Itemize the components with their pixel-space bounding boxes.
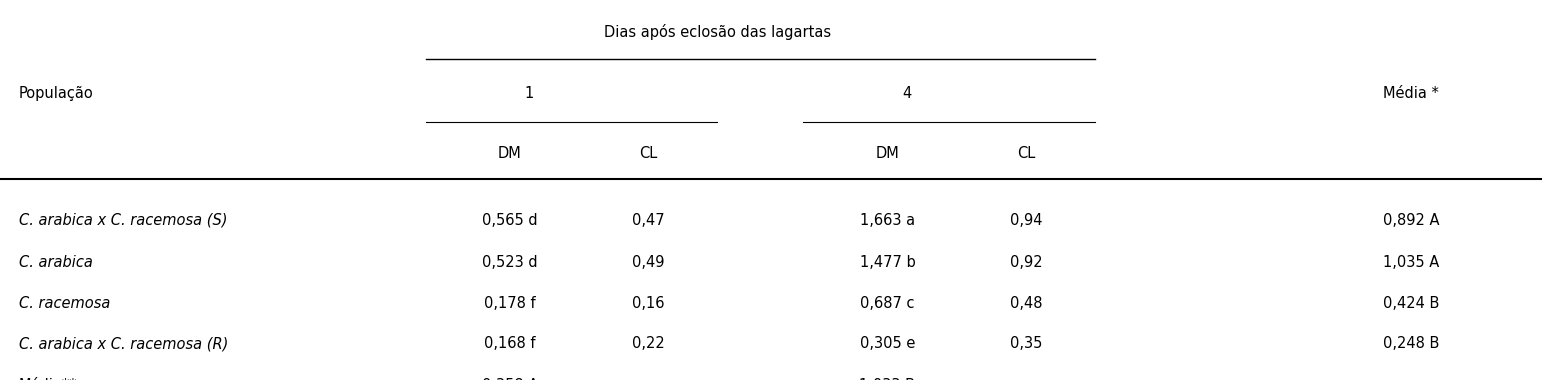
Text: Média *: Média * bbox=[1383, 86, 1439, 101]
Text: 1,033 B: 1,033 B bbox=[859, 378, 916, 380]
Text: DM: DM bbox=[498, 146, 521, 162]
Text: 0,178 f: 0,178 f bbox=[484, 296, 535, 312]
Text: CL: CL bbox=[1018, 146, 1035, 162]
Text: 1,663 a: 1,663 a bbox=[860, 213, 914, 228]
Text: C. racemosa: C. racemosa bbox=[19, 296, 109, 312]
Text: 0,47: 0,47 bbox=[632, 213, 665, 228]
Text: 0,424 B: 0,424 B bbox=[1383, 296, 1439, 312]
Text: 0,22: 0,22 bbox=[632, 336, 665, 352]
Text: 0,168 f: 0,168 f bbox=[484, 336, 535, 352]
Text: 0,358 A: 0,358 A bbox=[481, 378, 538, 380]
Text: 0,48: 0,48 bbox=[1010, 296, 1042, 312]
Text: 0,94: 0,94 bbox=[1010, 213, 1042, 228]
Text: População: População bbox=[19, 86, 93, 101]
Text: 0,92: 0,92 bbox=[1010, 255, 1042, 270]
Text: C. arabica x C. racemosa (S): C. arabica x C. racemosa (S) bbox=[19, 213, 227, 228]
Text: 0,305 e: 0,305 e bbox=[860, 336, 914, 352]
Text: 1: 1 bbox=[524, 86, 534, 101]
Text: 4: 4 bbox=[902, 86, 911, 101]
Text: Dias após eclosão das lagartas: Dias após eclosão das lagartas bbox=[604, 24, 831, 40]
Text: 0,565 d: 0,565 d bbox=[481, 213, 538, 228]
Text: 0,35: 0,35 bbox=[1010, 336, 1042, 352]
Text: 0,49: 0,49 bbox=[632, 255, 665, 270]
Text: 0,16: 0,16 bbox=[632, 296, 665, 312]
Text: 0,687 c: 0,687 c bbox=[860, 296, 914, 312]
Text: 1,477 b: 1,477 b bbox=[859, 255, 916, 270]
Text: 0,892 A: 0,892 A bbox=[1383, 213, 1439, 228]
Text: Média**: Média** bbox=[19, 378, 77, 380]
Text: DM: DM bbox=[876, 146, 899, 162]
Text: 0,523 d: 0,523 d bbox=[481, 255, 538, 270]
Text: C. arabica: C. arabica bbox=[19, 255, 93, 270]
Text: C. arabica x C. racemosa (R): C. arabica x C. racemosa (R) bbox=[19, 336, 228, 352]
Text: CL: CL bbox=[640, 146, 657, 162]
Text: 0,248 B: 0,248 B bbox=[1383, 336, 1439, 352]
Text: 1,035 A: 1,035 A bbox=[1383, 255, 1439, 270]
